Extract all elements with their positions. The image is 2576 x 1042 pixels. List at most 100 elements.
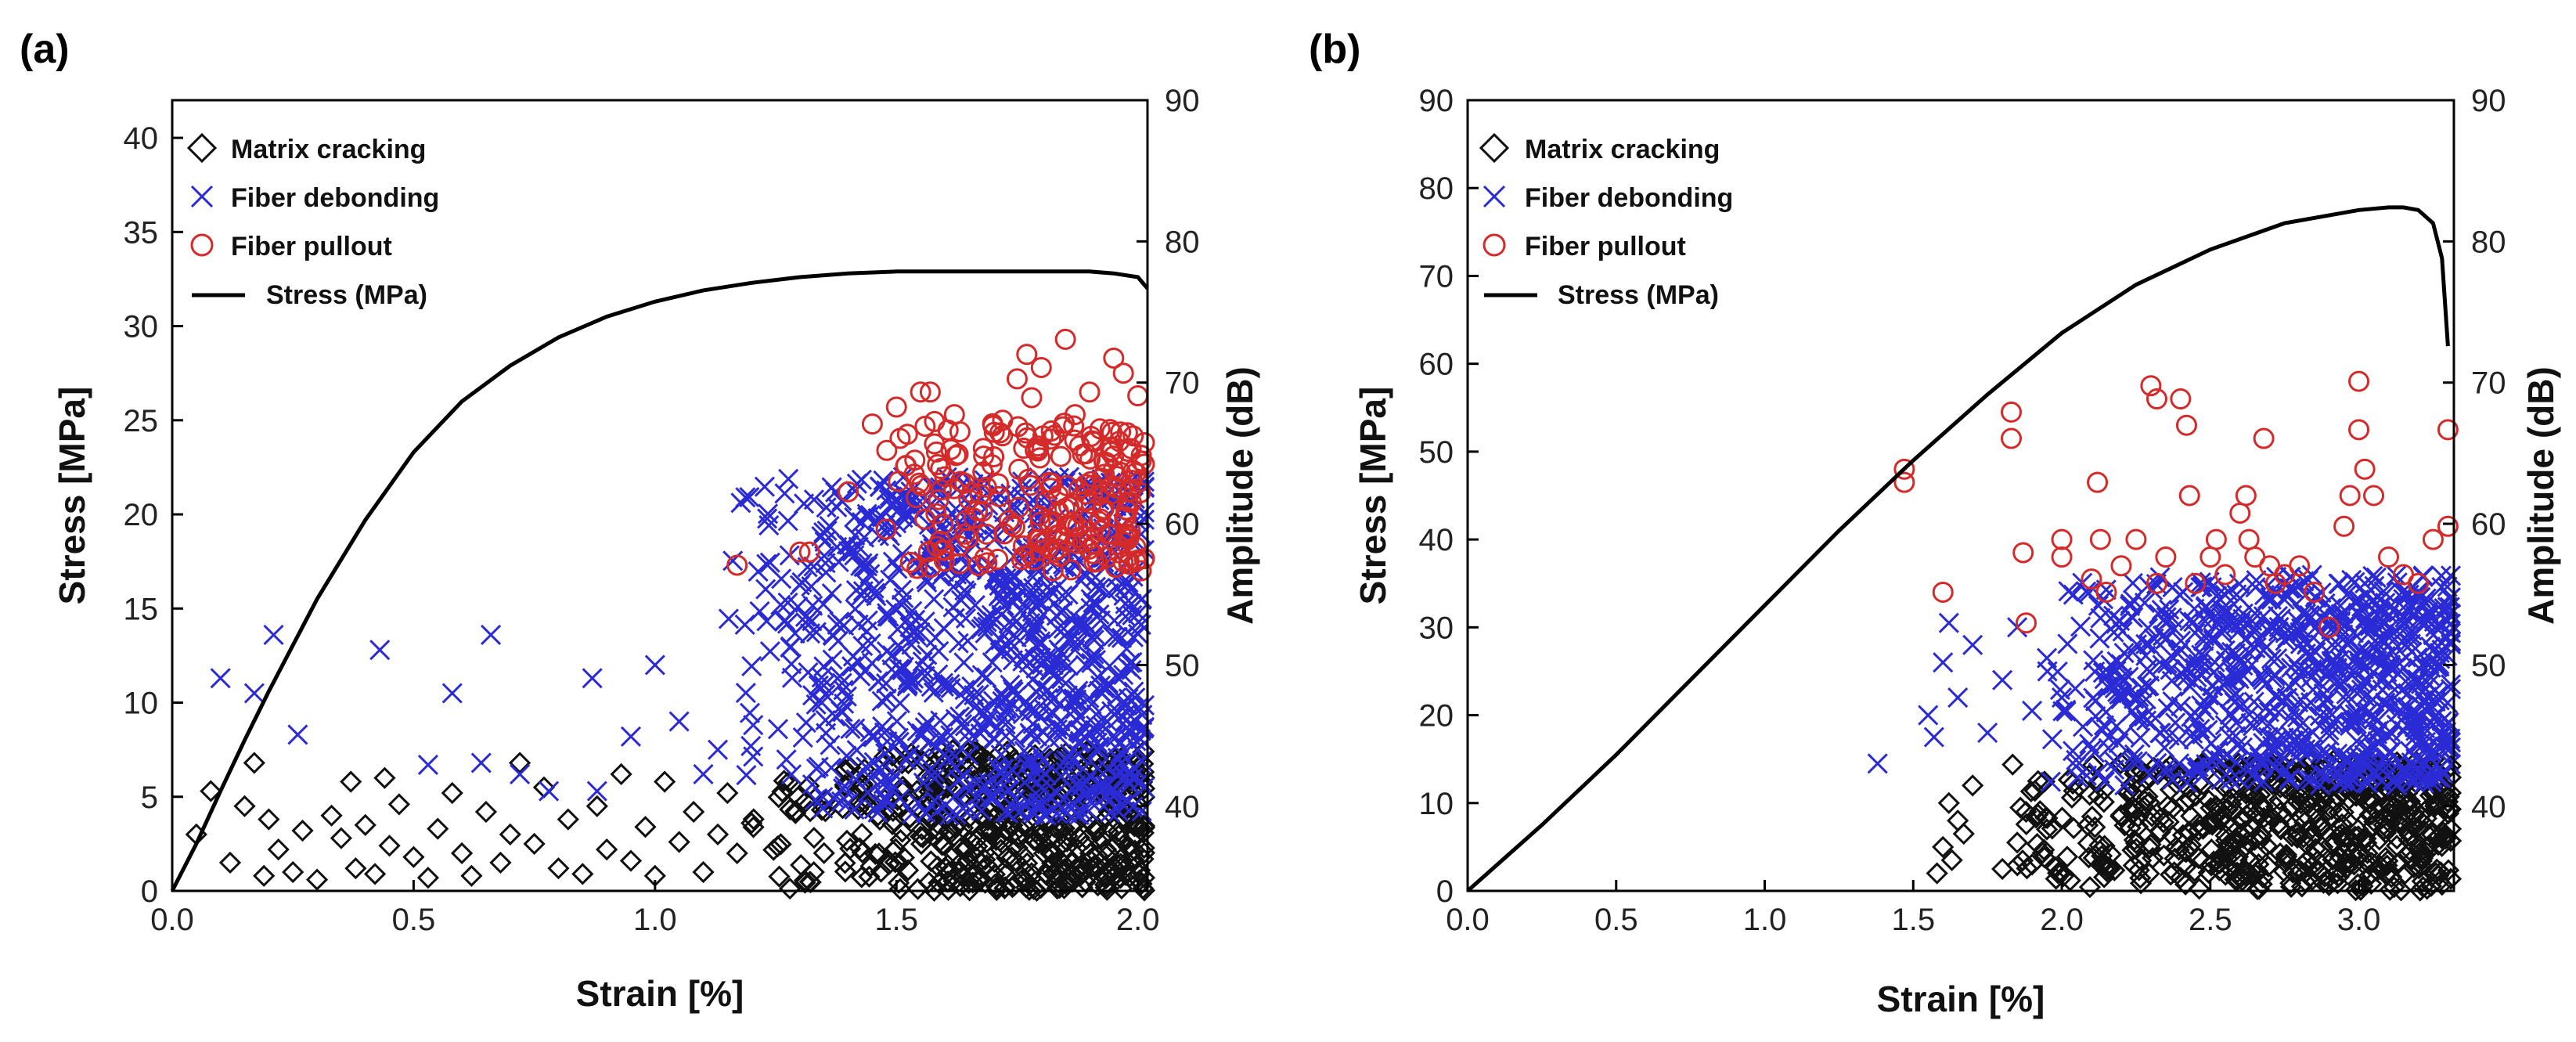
fiber-debonding-point	[2405, 716, 2426, 738]
fiber-debonding-point	[2194, 626, 2215, 647]
fiber-debonding-point	[873, 793, 894, 814]
fiber-debonding-point	[2288, 658, 2309, 680]
fiber-pullout-point	[2238, 528, 2260, 550]
fiber-debonding-point	[1088, 774, 1109, 796]
matrix-cracking-point	[768, 865, 791, 888]
fiber-debonding-point	[876, 688, 897, 709]
fiber-pullout-point	[2145, 572, 2167, 594]
matrix-cracking-point	[1926, 862, 1948, 885]
matrix-cracking-point	[1086, 844, 1109, 867]
fiber-debonding-point	[2229, 769, 2250, 790]
fiber-pullout-point	[1079, 448, 1101, 470]
matrix-cracking-point	[340, 770, 362, 793]
y-tick-label: 35	[124, 215, 159, 250]
legend-fiber-pullout-marker	[1483, 233, 1506, 257]
fiber-debonding-point	[2160, 645, 2181, 666]
fiber-debonding-point	[984, 569, 1005, 590]
matrix-cracking-point	[1085, 820, 1108, 843]
fiber-debonding-point	[836, 686, 857, 707]
fiber-debonding-point	[820, 734, 841, 755]
fiber-debonding-point	[1017, 790, 1038, 811]
fiber-pullout-point	[2125, 528, 2147, 550]
fiber-debonding-point	[2143, 628, 2164, 649]
matrix-cracking-point	[853, 777, 876, 800]
matrix-cracking-point	[2087, 785, 2109, 808]
fiber-pullout-point	[919, 381, 941, 403]
fiber-debonding-point	[2124, 688, 2145, 709]
fiber-debonding-point	[1022, 669, 1043, 690]
fiber-debonding-point	[2253, 771, 2274, 792]
fiber-debonding-point	[925, 627, 946, 648]
matrix-cracking-point	[2250, 873, 2273, 896]
matrix-cracking-point	[1011, 868, 1034, 891]
fiber-debonding-point	[2118, 666, 2139, 687]
matrix-cracking-point	[858, 865, 881, 888]
fiber-debonding-point	[2434, 597, 2455, 618]
fiber-debonding-point	[2333, 624, 2354, 645]
fiber-debonding-point	[2272, 690, 2293, 711]
fiber-debonding-point	[2431, 576, 2452, 597]
fiber-debonding-point	[1086, 593, 1107, 615]
fiber-pullout-point	[2140, 375, 2162, 397]
matrix-cracking-point	[2179, 834, 2203, 856]
fiber-pullout-point	[1127, 385, 1149, 407]
fiber-debonding-point	[875, 743, 896, 764]
fiber-debonding-point	[1031, 767, 1053, 789]
fiber-debonding-point	[950, 590, 972, 611]
fiber-debonding-point	[2239, 704, 2260, 725]
fiber-debonding-point	[1057, 584, 1079, 605]
fiber-debonding-point	[816, 723, 837, 744]
fiber-debonding-point	[2416, 609, 2437, 630]
fiber-pullout-point	[931, 479, 953, 501]
fiber-debonding-point	[917, 761, 939, 782]
fiber-debonding-point	[2319, 725, 2340, 746]
fiber-debonding-point	[510, 763, 531, 784]
panel-b-scatter-layer	[1867, 370, 2463, 902]
fiber-debonding-point	[2268, 701, 2290, 723]
fiber-debonding-point	[2362, 565, 2383, 587]
fiber-pullout-point	[1016, 344, 1038, 366]
fiber-debonding-point	[777, 510, 798, 532]
fiber-debonding-point	[2179, 676, 2200, 697]
fiber-debonding-point	[2041, 729, 2063, 750]
matrix-cracking-point	[897, 859, 920, 882]
fiber-debonding-point	[2267, 647, 2288, 669]
fiber-debonding-point	[2240, 712, 2261, 734]
fiber-debonding-point	[1938, 612, 1959, 633]
matrix-cracking-point	[1068, 826, 1091, 849]
matrix-cracking-point	[474, 800, 498, 824]
fiber-debonding-point	[989, 570, 1011, 591]
fiber-debonding-point	[2098, 737, 2119, 759]
matrix-cracking-point	[2268, 788, 2291, 811]
y-tick-label: 90	[1419, 84, 1454, 118]
fiber-debonding-point	[1053, 719, 1074, 741]
fiber-pullout-point	[2214, 564, 2236, 586]
fiber-pullout-point	[975, 476, 997, 498]
x-tick-label: 0.0	[1446, 903, 1490, 937]
matrix-cracking-point	[956, 851, 978, 874]
fiber-debonding-point	[2138, 618, 2159, 639]
fiber-pullout-point	[1088, 485, 1110, 507]
fiber-debonding-point	[2084, 661, 2106, 682]
fiber-debonding-point	[811, 525, 832, 547]
fiber-debonding-point	[739, 487, 760, 508]
fiber-debonding-point	[1047, 618, 1068, 640]
fiber-debonding-point	[827, 630, 848, 652]
matrix-cracking-point	[928, 831, 951, 853]
fiber-debonding-point	[2178, 760, 2200, 782]
matrix-cracking-point	[2255, 835, 2279, 857]
fiber-debonding-point	[2338, 773, 2359, 794]
fiber-debonding-point	[2300, 770, 2322, 791]
panel-a-axes: 0.0 0.5 1.0 1.5 2.0 0 5 10 15 20 25 30 35 40 40 50 60 70 8…	[124, 84, 1200, 937]
fiber-debonding-point	[852, 635, 874, 657]
matrix-cracking-point	[1133, 814, 1156, 837]
matrix-cracking-point	[344, 857, 367, 880]
fiber-debonding-point	[1081, 648, 1103, 669]
fiber-debonding-point	[1081, 652, 1102, 673]
fiber-debonding-point	[1122, 767, 1144, 788]
y-tick-label: 80	[1419, 171, 1454, 206]
fiber-debonding-point	[880, 772, 901, 794]
fiber-debonding-point	[2049, 679, 2071, 701]
fiber-pullout-series	[726, 328, 1155, 582]
fiber-pullout-point	[958, 489, 980, 510]
